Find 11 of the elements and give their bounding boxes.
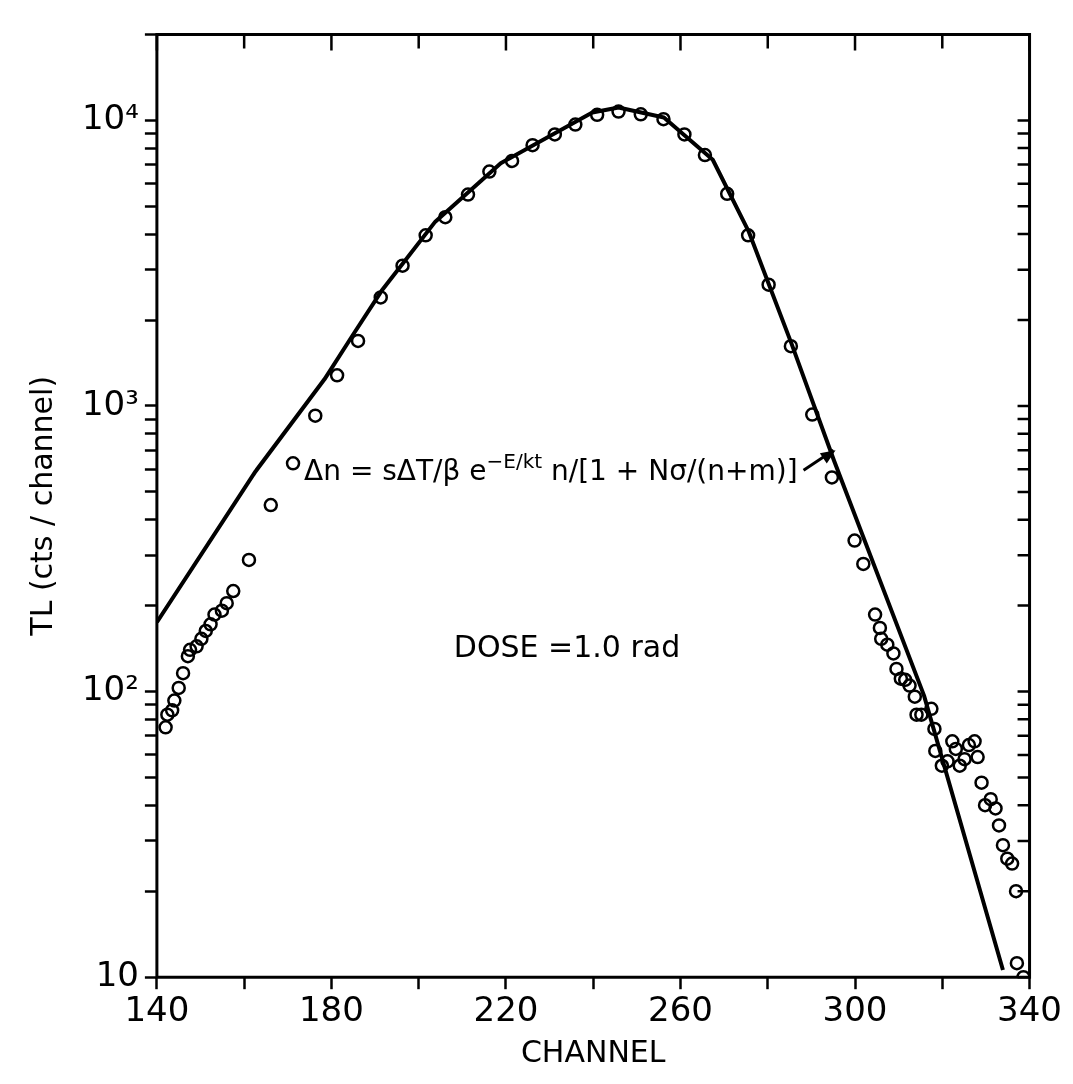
- y-axis-title: TL (cts / channel): [23, 375, 59, 637]
- x-tick-label: 220: [473, 989, 539, 1030]
- x-axis-title: CHANNEL: [520, 1033, 666, 1069]
- y-tick-label: 10⁴: [81, 97, 139, 138]
- x-tick-label: 180: [298, 989, 364, 1030]
- x-tick-label: 260: [648, 989, 713, 1030]
- x-tick-label: 340: [997, 989, 1063, 1030]
- y-tick-label: 10³: [81, 382, 139, 423]
- x-tick-label: 300: [822, 989, 888, 1030]
- annotation: DOSE =1.0 rad: [453, 628, 681, 664]
- y-tick-label: 10²: [81, 668, 139, 709]
